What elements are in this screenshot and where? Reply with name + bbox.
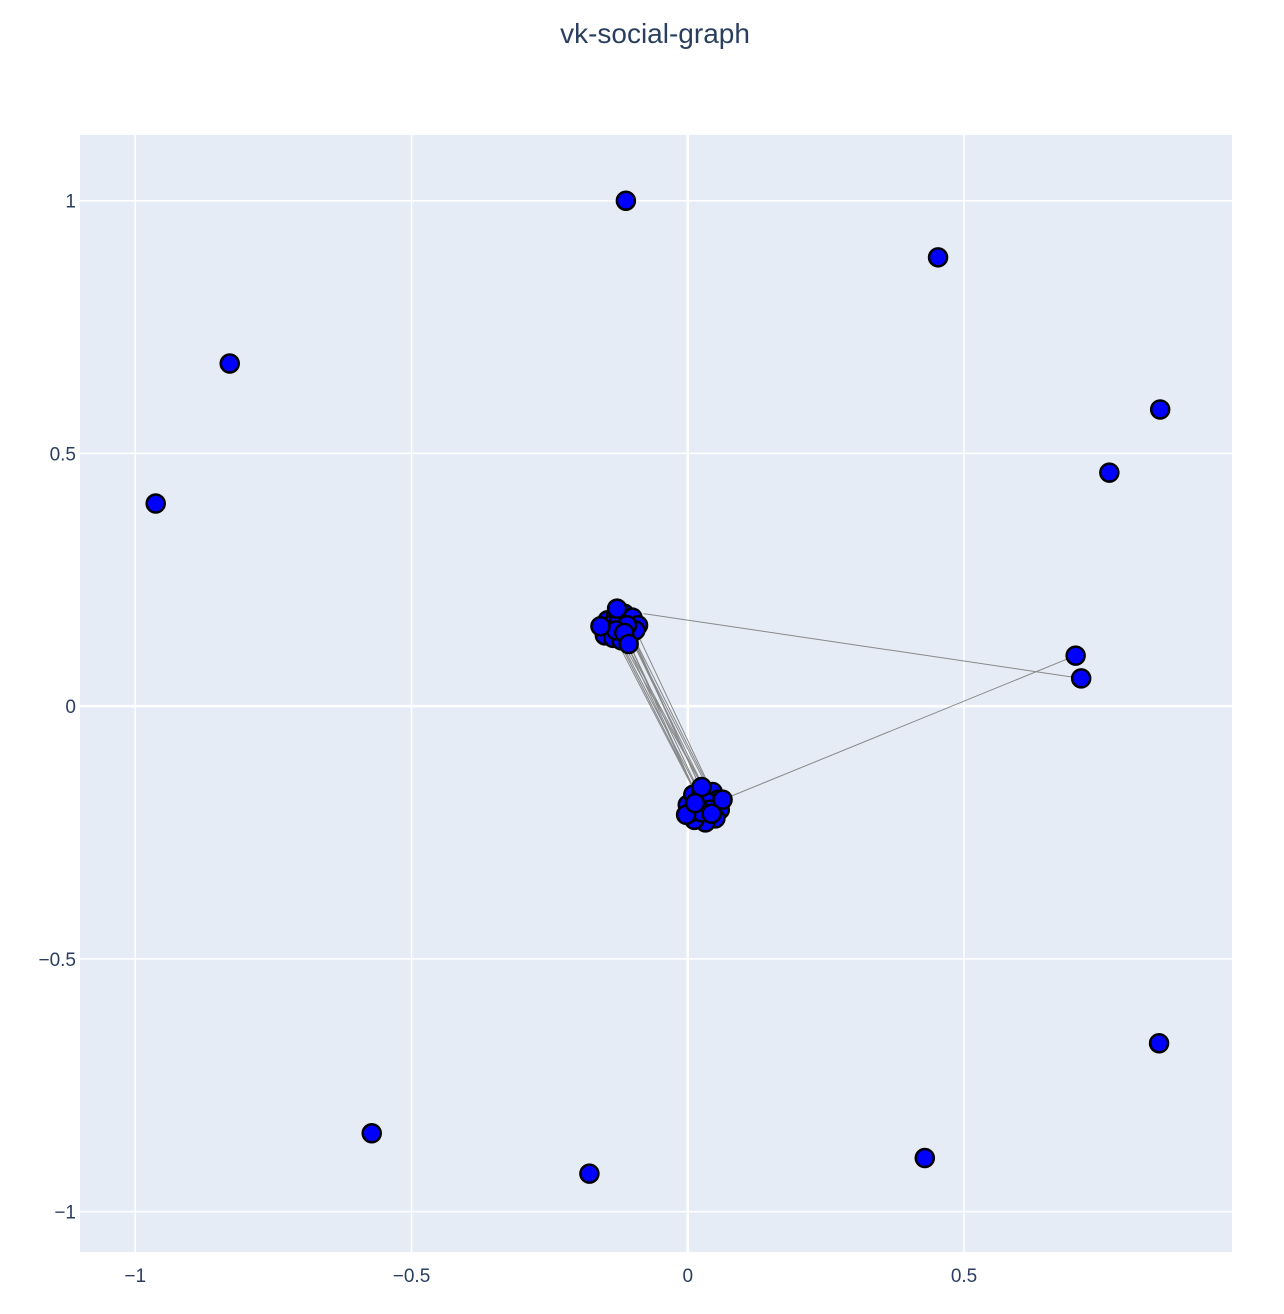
graph-node bbox=[219, 353, 240, 374]
y-tick-label: 1 bbox=[65, 192, 76, 213]
edge-line bbox=[634, 629, 714, 794]
x-tick-label: −0.5 bbox=[393, 1266, 431, 1287]
nodes bbox=[145, 190, 1171, 1184]
graph-node bbox=[684, 792, 706, 814]
graph-node bbox=[1148, 1033, 1170, 1054]
graph-node bbox=[361, 1122, 382, 1144]
edge-line bbox=[722, 655, 1076, 801]
y-tick-label: −0.5 bbox=[38, 950, 76, 971]
edge-line bbox=[630, 632, 710, 788]
edge-line bbox=[627, 625, 706, 800]
edges bbox=[614, 613, 1082, 803]
graph-node bbox=[927, 247, 949, 268]
graph-node bbox=[1065, 645, 1086, 666]
graph-node bbox=[1149, 399, 1171, 420]
graph-node bbox=[618, 633, 639, 655]
x-tick-label: −1 bbox=[124, 1266, 146, 1287]
y-tick-label: −1 bbox=[54, 1203, 76, 1224]
x-tick-label: 0.5 bbox=[951, 1266, 977, 1287]
graph-node bbox=[701, 803, 722, 825]
graph-node bbox=[712, 789, 733, 810]
y-tick-label: 0.5 bbox=[50, 444, 76, 465]
plot-area bbox=[80, 135, 1232, 1252]
graph-node bbox=[579, 1163, 600, 1184]
graph-node bbox=[615, 190, 637, 211]
x-tick-label: 0 bbox=[682, 1266, 693, 1287]
edge-line bbox=[614, 632, 699, 797]
x-tick-labels: −1 −0.5 0 0.5 bbox=[124, 1266, 977, 1287]
chart-title: vk-social-graph bbox=[560, 18, 750, 49]
edge-line bbox=[618, 637, 700, 793]
graph-node bbox=[590, 616, 611, 637]
edge-line bbox=[643, 613, 1082, 679]
graph-node bbox=[1099, 462, 1120, 483]
y-tick-label: 0 bbox=[65, 697, 76, 718]
graph-node bbox=[1070, 668, 1092, 689]
graph-node bbox=[145, 493, 166, 514]
edge-line bbox=[616, 641, 695, 792]
y-tick-labels: 1 0.5 0 −0.5 −1 bbox=[38, 192, 76, 1224]
graph-node bbox=[606, 598, 628, 619]
edge-line bbox=[625, 642, 704, 788]
x-gridlines bbox=[134, 135, 965, 1252]
graph-node bbox=[914, 1147, 936, 1169]
